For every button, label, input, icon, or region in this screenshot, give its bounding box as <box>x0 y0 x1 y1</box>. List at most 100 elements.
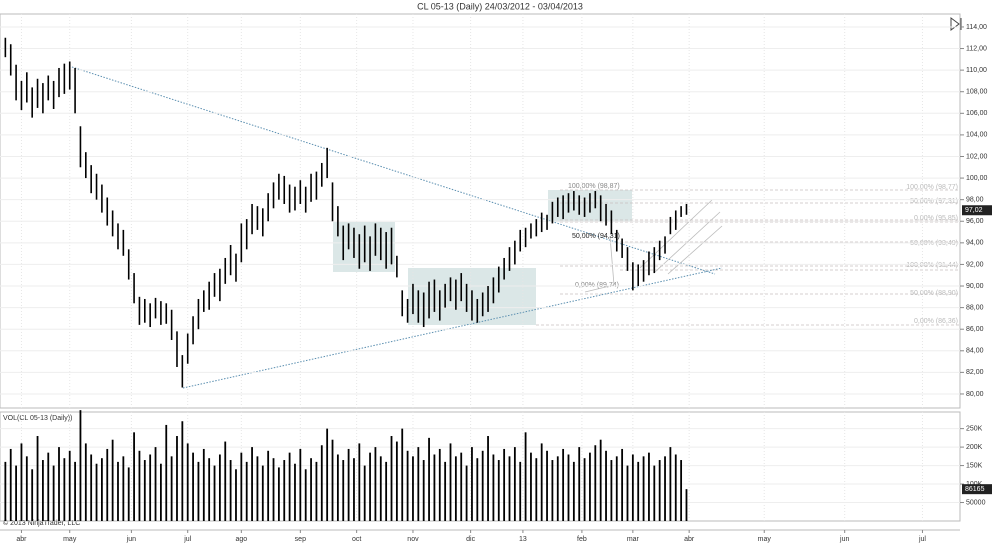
volume-bar <box>497 460 500 521</box>
last-volume-box <box>962 484 992 495</box>
volume-bar <box>170 456 173 521</box>
x-tick-label: oct <box>352 536 361 543</box>
volume-bar <box>283 460 286 521</box>
volume-bar <box>374 447 377 521</box>
fib-label: 0,00% (95,85) <box>914 215 958 222</box>
x-tick-label: may <box>758 536 772 543</box>
volume-bar <box>165 424 168 521</box>
volume-title: VOL(CL 05-13 (Daily)) <box>3 415 72 422</box>
volume-bar <box>213 465 216 521</box>
x-tick-label: sep <box>295 536 306 543</box>
volume-bar <box>218 454 221 521</box>
y-tick-label: 82,00 <box>966 369 984 376</box>
volume-bar <box>320 445 323 521</box>
volume-bar <box>79 410 82 521</box>
fib-label: 50,00% (94,31) <box>572 233 620 240</box>
volume-bar <box>519 461 522 521</box>
y-tick-label: 200K <box>966 444 983 451</box>
volume-bar <box>610 460 613 521</box>
volume-bar <box>310 458 312 521</box>
volume-bar <box>535 458 538 521</box>
panel-frame <box>0 411 961 522</box>
x-tick-label: abr <box>16 536 27 543</box>
volume-bar <box>347 448 350 521</box>
volume-bar <box>551 460 554 521</box>
volume-bar <box>685 489 688 521</box>
panel-frame <box>0 13 961 409</box>
volume-bar <box>68 450 71 521</box>
volume-bar <box>567 454 570 521</box>
y-tick-label: 86,00 <box>966 326 984 333</box>
volume-bar <box>202 448 205 521</box>
volume-bar <box>331 439 334 521</box>
volume-bar <box>159 463 162 521</box>
y-tick-label: 90,00 <box>966 283 984 290</box>
volume-bar <box>460 452 463 521</box>
fib-lines <box>536 189 960 326</box>
last-volume-label: 86165 <box>965 486 985 493</box>
volume-bar <box>122 456 125 521</box>
volume-bar <box>653 465 656 521</box>
last-price-label: 97,02 <box>965 207 983 214</box>
volume-bar <box>261 465 264 521</box>
volume-bar <box>524 432 527 521</box>
volume-bar <box>379 456 382 521</box>
volume-bar <box>42 460 44 521</box>
volume-bar <box>154 447 157 521</box>
volume-bar <box>342 460 345 521</box>
y-tick-label: 108,00 <box>966 89 988 96</box>
y-tick-label: 250K <box>966 425 983 432</box>
volume-bar <box>336 454 339 521</box>
volume-bar <box>556 456 559 521</box>
volume-bar <box>84 443 87 521</box>
volume-bar <box>353 458 355 521</box>
chart-title: CL 05-13 (Daily) 24/03/2012 - 03/04/2013 <box>417 1 583 11</box>
volume-bar <box>438 448 441 521</box>
volume-bar <box>540 443 543 521</box>
y-tick-label: 112,00 <box>966 45 987 52</box>
volume-bar <box>417 447 420 521</box>
volume-bar <box>197 461 200 521</box>
volume-bar <box>267 450 270 521</box>
x-tick-label: abr <box>684 536 695 543</box>
y-tick-label: 150K <box>966 462 983 469</box>
volume-bar <box>52 465 55 521</box>
fib-label: 100,00% (98,77) <box>906 184 958 191</box>
fib-label: 100,00% (91,44) <box>906 262 958 269</box>
volume-bar <box>149 454 152 521</box>
fib-label: 100,00% (98,87) <box>568 183 620 190</box>
y-tick-label: 110,00 <box>966 67 987 74</box>
volume-bar <box>299 448 302 521</box>
last-price-box <box>962 205 992 216</box>
x-tick-label: mar <box>627 536 640 543</box>
volume-bar <box>454 456 457 521</box>
volume-bar <box>245 461 248 521</box>
volume-bar <box>74 461 76 521</box>
volume-bar <box>277 467 280 521</box>
volume-bar <box>546 450 548 521</box>
volume-bar <box>358 443 361 521</box>
y-tick-label: 100,00 <box>966 175 988 182</box>
y-tick-label: 50000 <box>966 499 986 506</box>
volume-bar <box>401 428 404 521</box>
volume-bar <box>492 454 495 521</box>
volume-bar <box>449 443 452 521</box>
volume-bar <box>20 443 23 521</box>
volume-bar <box>36 436 39 521</box>
y-tick-label: 106,00 <box>966 110 988 117</box>
volume-bar <box>100 458 103 521</box>
volume-bar <box>626 465 629 521</box>
volume-bar <box>513 447 516 521</box>
volume-bar <box>605 450 607 521</box>
volume-bar <box>642 456 645 521</box>
volume-bar <box>106 448 109 521</box>
y-tick-label: 92,00 <box>966 261 984 268</box>
volume-bar <box>428 437 430 521</box>
volume-bar <box>186 443 189 521</box>
x-tick-label: ago <box>235 536 247 543</box>
volume-bar <box>133 432 135 521</box>
volume-bar <box>251 447 253 521</box>
volume-bar <box>390 436 393 521</box>
volume-bar <box>369 452 371 521</box>
volume-bar <box>594 445 597 521</box>
